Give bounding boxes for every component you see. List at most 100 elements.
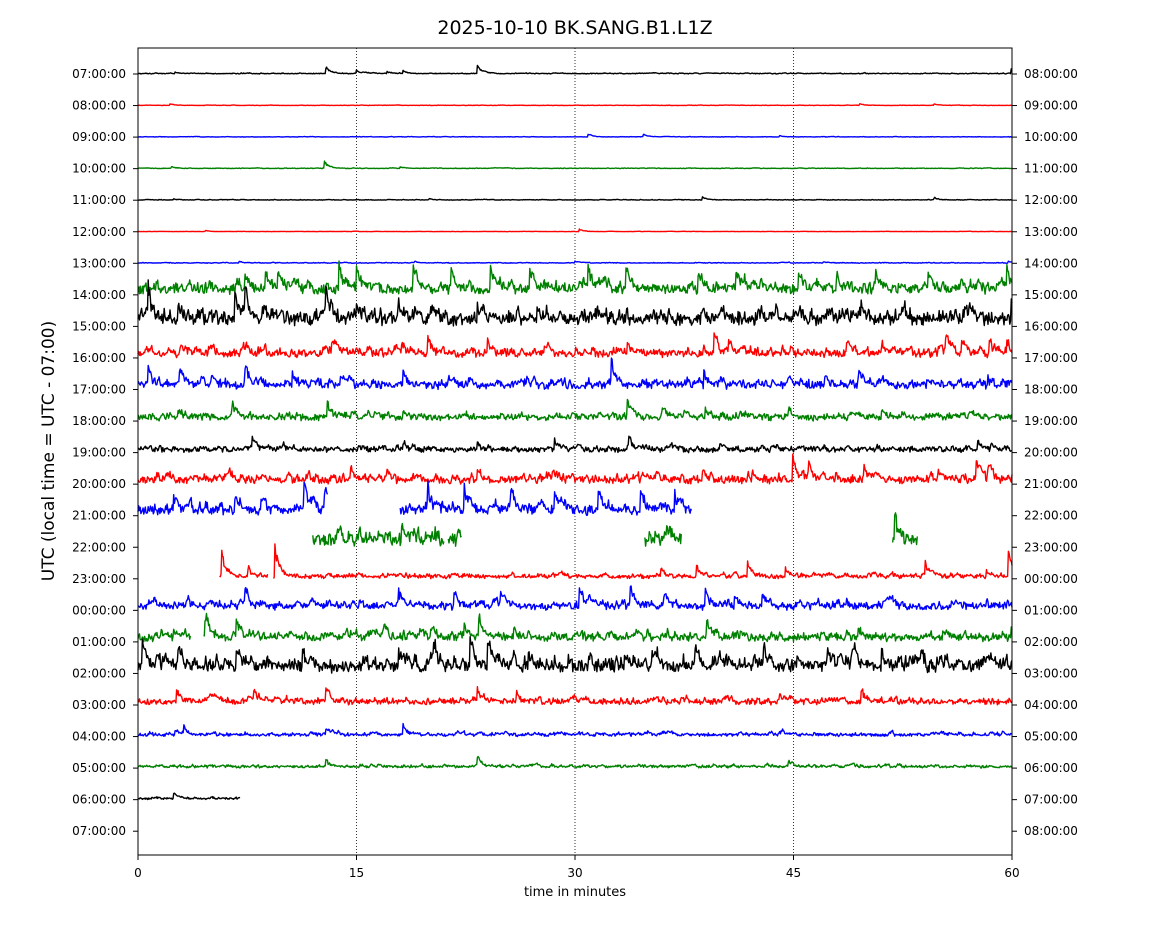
left-hour-label: 14:00:00 [72, 288, 126, 302]
right-hour-label: 16:00:00 [1024, 319, 1078, 333]
vertical-gridlines [356, 48, 794, 855]
trace-line [137, 453, 1013, 485]
trace-line [312, 522, 445, 547]
right-hour-label: 11:00:00 [1024, 162, 1078, 176]
trace-line [203, 612, 1013, 643]
trace-11:00:00 [137, 196, 1013, 201]
left-hour-label: 01:00:00 [72, 635, 126, 649]
left-hour-label: 19:00:00 [72, 446, 126, 460]
chart-title: 2025-10-10 BK.SANG.B1.L1Z [437, 17, 712, 39]
trace-05:00:00 [137, 755, 1013, 769]
right-hour-label: 05:00:00 [1024, 730, 1078, 744]
trace-line [644, 525, 682, 547]
trace-line [137, 196, 1013, 201]
right-hour-label: 23:00:00 [1024, 540, 1078, 554]
x-tick-label: 45 [786, 866, 801, 880]
x-tick-label: 60 [1004, 866, 1019, 880]
trace-17:00:00 [137, 357, 1013, 391]
left-hour-label: 22:00:00 [72, 540, 126, 554]
trace-line [137, 228, 1013, 233]
trace-line [137, 755, 1013, 769]
trace-line [137, 260, 1013, 296]
trace-line [137, 133, 1013, 138]
trace-line [137, 585, 1013, 611]
right-hour-label: 18:00:00 [1024, 383, 1078, 397]
trace-line [137, 435, 1013, 454]
trace-16:00:00 [137, 332, 1013, 359]
left-hour-label: 16:00:00 [72, 351, 126, 365]
x-axis-label: time in minutes [524, 885, 626, 900]
left-hour-label: 07:00:00 [72, 67, 126, 81]
right-hour-label: 10:00:00 [1024, 130, 1078, 144]
trace-line [137, 636, 1013, 674]
left-hour-label: 04:00:00 [72, 730, 126, 744]
x-tick-label: 15 [349, 866, 364, 880]
right-hour-label: 14:00:00 [1024, 256, 1078, 270]
left-hour-label: 20:00:00 [72, 477, 126, 491]
trace-line [399, 480, 693, 517]
trace-line [447, 528, 462, 547]
trace-line [137, 160, 1013, 170]
trace-line [137, 102, 1013, 107]
left-hour-label: 09:00:00 [72, 130, 126, 144]
trace-line [137, 481, 329, 516]
left-hour-label: 06:00:00 [72, 793, 126, 807]
left-hour-label: 00:00:00 [72, 603, 126, 617]
trace-12:00:00 [137, 228, 1013, 233]
left-hour-label: 21:00:00 [72, 509, 126, 523]
right-hour-label: 02:00:00 [1024, 635, 1078, 649]
left-hour-label: 18:00:00 [72, 414, 126, 428]
trace-01:00:00 [137, 612, 1013, 643]
right-hour-label: 03:00:00 [1024, 666, 1078, 680]
right-hour-label: 15:00:00 [1024, 288, 1078, 302]
trace-23:00:00 [219, 543, 1013, 580]
left-hour-label: 10:00:00 [72, 162, 126, 176]
trace-03:00:00 [137, 686, 1013, 706]
trace-13:00:00 [137, 260, 1013, 264]
trace-22:00:00 [312, 512, 918, 547]
trace-line [137, 332, 1013, 359]
trace-line [137, 64, 1013, 75]
x-tick-label: 0 [134, 866, 142, 880]
right-hour-label: 01:00:00 [1024, 603, 1078, 617]
trace-15:00:00 [137, 279, 1013, 327]
right-hour-label: 21:00:00 [1024, 477, 1078, 491]
trace-line [219, 549, 269, 579]
right-hour-label: 19:00:00 [1024, 414, 1078, 428]
left-hour-label: 13:00:00 [72, 256, 126, 270]
trace-line [137, 279, 1013, 327]
left-hour-ticks: 07:00:00 08:00:00 09:00:00 10:00:00 11:00:00… [72, 67, 138, 838]
trace-line [137, 686, 1013, 706]
left-hour-label: 05:00:00 [72, 761, 126, 775]
left-hour-label: 03:00:00 [72, 698, 126, 712]
x-axis-ticks: 0 15 30 45 60 [134, 855, 1020, 880]
trace-line [891, 512, 918, 546]
left-hour-label: 11:00:00 [72, 193, 126, 207]
trace-group [137, 64, 1013, 801]
right-hour-label: 13:00:00 [1024, 225, 1078, 239]
right-hour-label: 07:00:00 [1024, 793, 1078, 807]
trace-line [137, 722, 1013, 738]
trace-09:00:00 [137, 133, 1013, 138]
trace-line [137, 628, 192, 643]
left-hour-label: 15:00:00 [72, 319, 126, 333]
right-hour-label: 00:00:00 [1024, 572, 1078, 586]
y-axis-label: UTC (local time = UTC - 07:00) [39, 321, 59, 581]
trace-19:00:00 [137, 435, 1013, 454]
right-hour-label: 22:00:00 [1024, 509, 1078, 523]
trace-21:00:00 [137, 480, 693, 517]
left-hour-label: 02:00:00 [72, 666, 126, 680]
trace-20:00:00 [137, 453, 1013, 485]
trace-line [137, 792, 241, 801]
trace-line [272, 543, 1013, 580]
trace-line [137, 260, 1013, 264]
right-hour-label: 17:00:00 [1024, 351, 1078, 365]
trace-00:00:00 [137, 585, 1013, 611]
trace-10:00:00 [137, 160, 1013, 170]
left-hour-label: 08:00:00 [72, 99, 126, 113]
trace-06:00:00 [137, 792, 241, 801]
left-hour-label: 17:00:00 [72, 383, 126, 397]
right-hour-label: 12:00:00 [1024, 193, 1078, 207]
right-hour-label: 04:00:00 [1024, 698, 1078, 712]
